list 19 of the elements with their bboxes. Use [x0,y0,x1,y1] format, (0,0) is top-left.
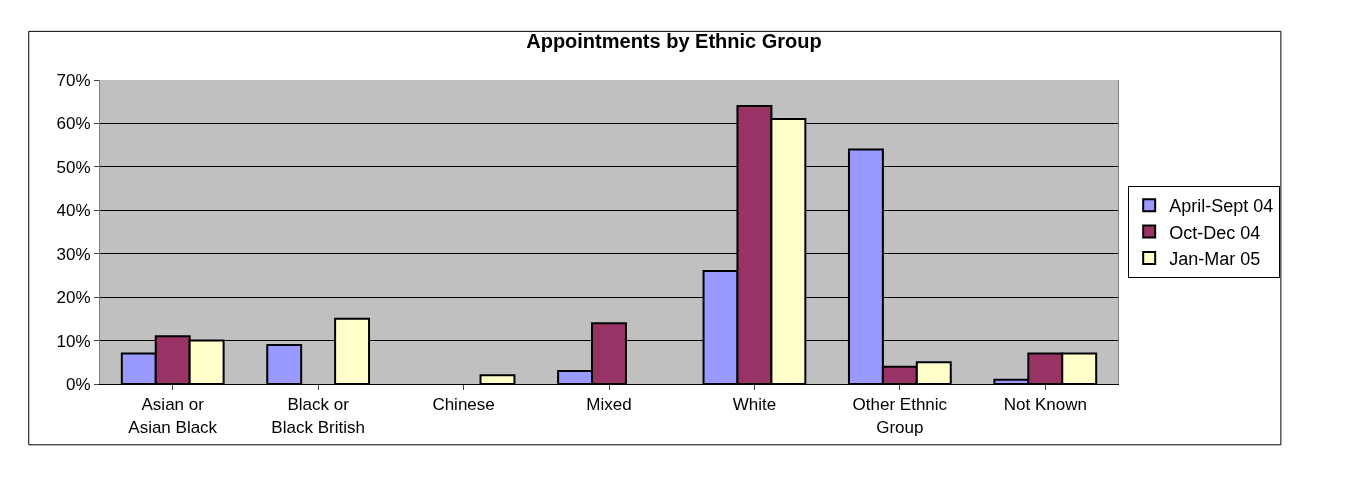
legend-label: Jan-Mar 05 [1169,249,1261,270]
x-tick-label: Other Ethnic Group [852,395,948,437]
legend-label: Oct-Dec 04 [1169,222,1261,243]
x-tick-label: Not Known [1003,395,1087,415]
x-tick-label: Asian or Asian Black [128,395,218,437]
y-tick-label: 0% [66,374,91,394]
x-tick-label: Mixed [586,395,632,415]
y-tick-label: 10% [56,331,91,351]
x-tick-label: Chinese [432,395,495,415]
chart-title: Appointments by Ethnic Group [526,29,822,52]
y-tick-label: 40% [56,201,91,221]
y-tick-label: 50% [56,157,91,177]
x-tick-label: Black or Black British [271,395,365,437]
y-tick-label: 60% [56,114,91,134]
y-tick-label: 70% [56,70,91,90]
y-tick-label: 30% [56,244,91,264]
x-tick-label: White [732,395,777,415]
legend-label: April-Sept 04 [1169,196,1274,217]
y-tick-label: 20% [56,288,91,308]
